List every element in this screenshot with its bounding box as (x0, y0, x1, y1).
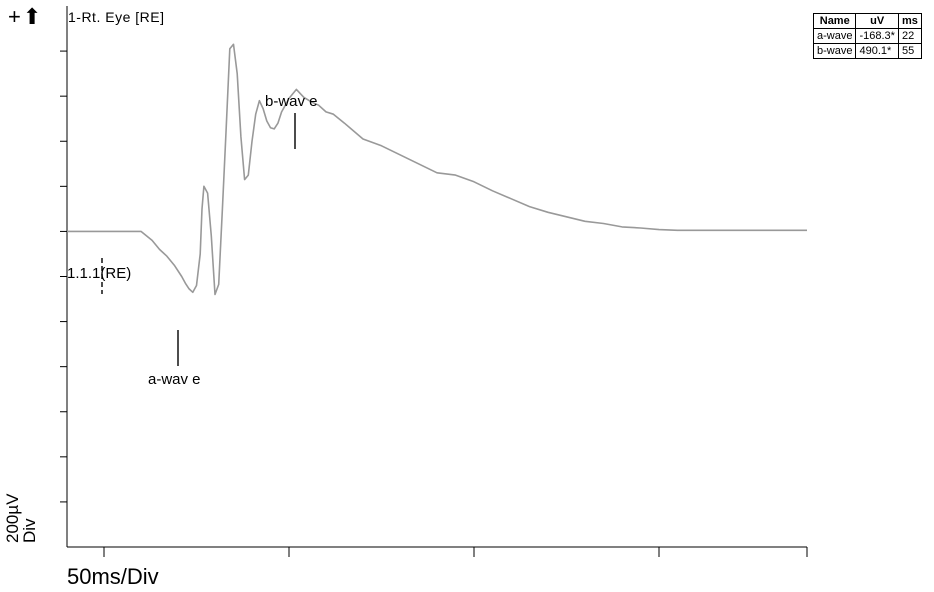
up-arrow-icon[interactable]: ⬆︎ (22, 4, 42, 29)
y-axis-ticks (60, 50, 67, 503)
column-header-name: Name (812, 13, 857, 29)
baseline-label: 1.1.1(RE) (67, 265, 131, 282)
results-table: Name uV ms a-wave -168.3* 22 b-wave 490.… (812, 13, 922, 59)
table-row[interactable]: a-wave -168.3* 22 (812, 28, 922, 44)
column-header-ms: ms (897, 13, 922, 29)
results-header-row: Name uV ms (812, 13, 922, 29)
table-row[interactable]: b-wave 490.1* 55 (812, 43, 922, 59)
wave-markers (101, 113, 296, 366)
x-axis-ticks (103, 547, 808, 557)
column-header-uv: uV (855, 13, 899, 29)
erg-trace (67, 43, 807, 296)
plus-icon[interactable]: + (8, 4, 21, 29)
x-scale-label: 50ms/Div (67, 564, 159, 589)
cell-name: b-wave (812, 43, 857, 59)
y-scale-label: 200µV Div (3, 493, 52, 544)
trace-toolbar: +⬆︎ (8, 6, 43, 28)
cell-uv: 490.1* (855, 43, 899, 59)
cell-name: a-wave (812, 28, 857, 44)
a-wave-label: a-wav e (148, 371, 201, 388)
y-scale-unit: 200µV (3, 493, 22, 544)
b-wave-label: b-wav e (265, 93, 318, 110)
channel-title: 1-Rt. Eye [RE] (68, 9, 165, 25)
y-scale-div: Div (20, 518, 39, 543)
cell-ms: 22 (897, 28, 922, 44)
cell-ms: 55 (897, 43, 922, 59)
cell-uv: -168.3* (855, 28, 899, 44)
